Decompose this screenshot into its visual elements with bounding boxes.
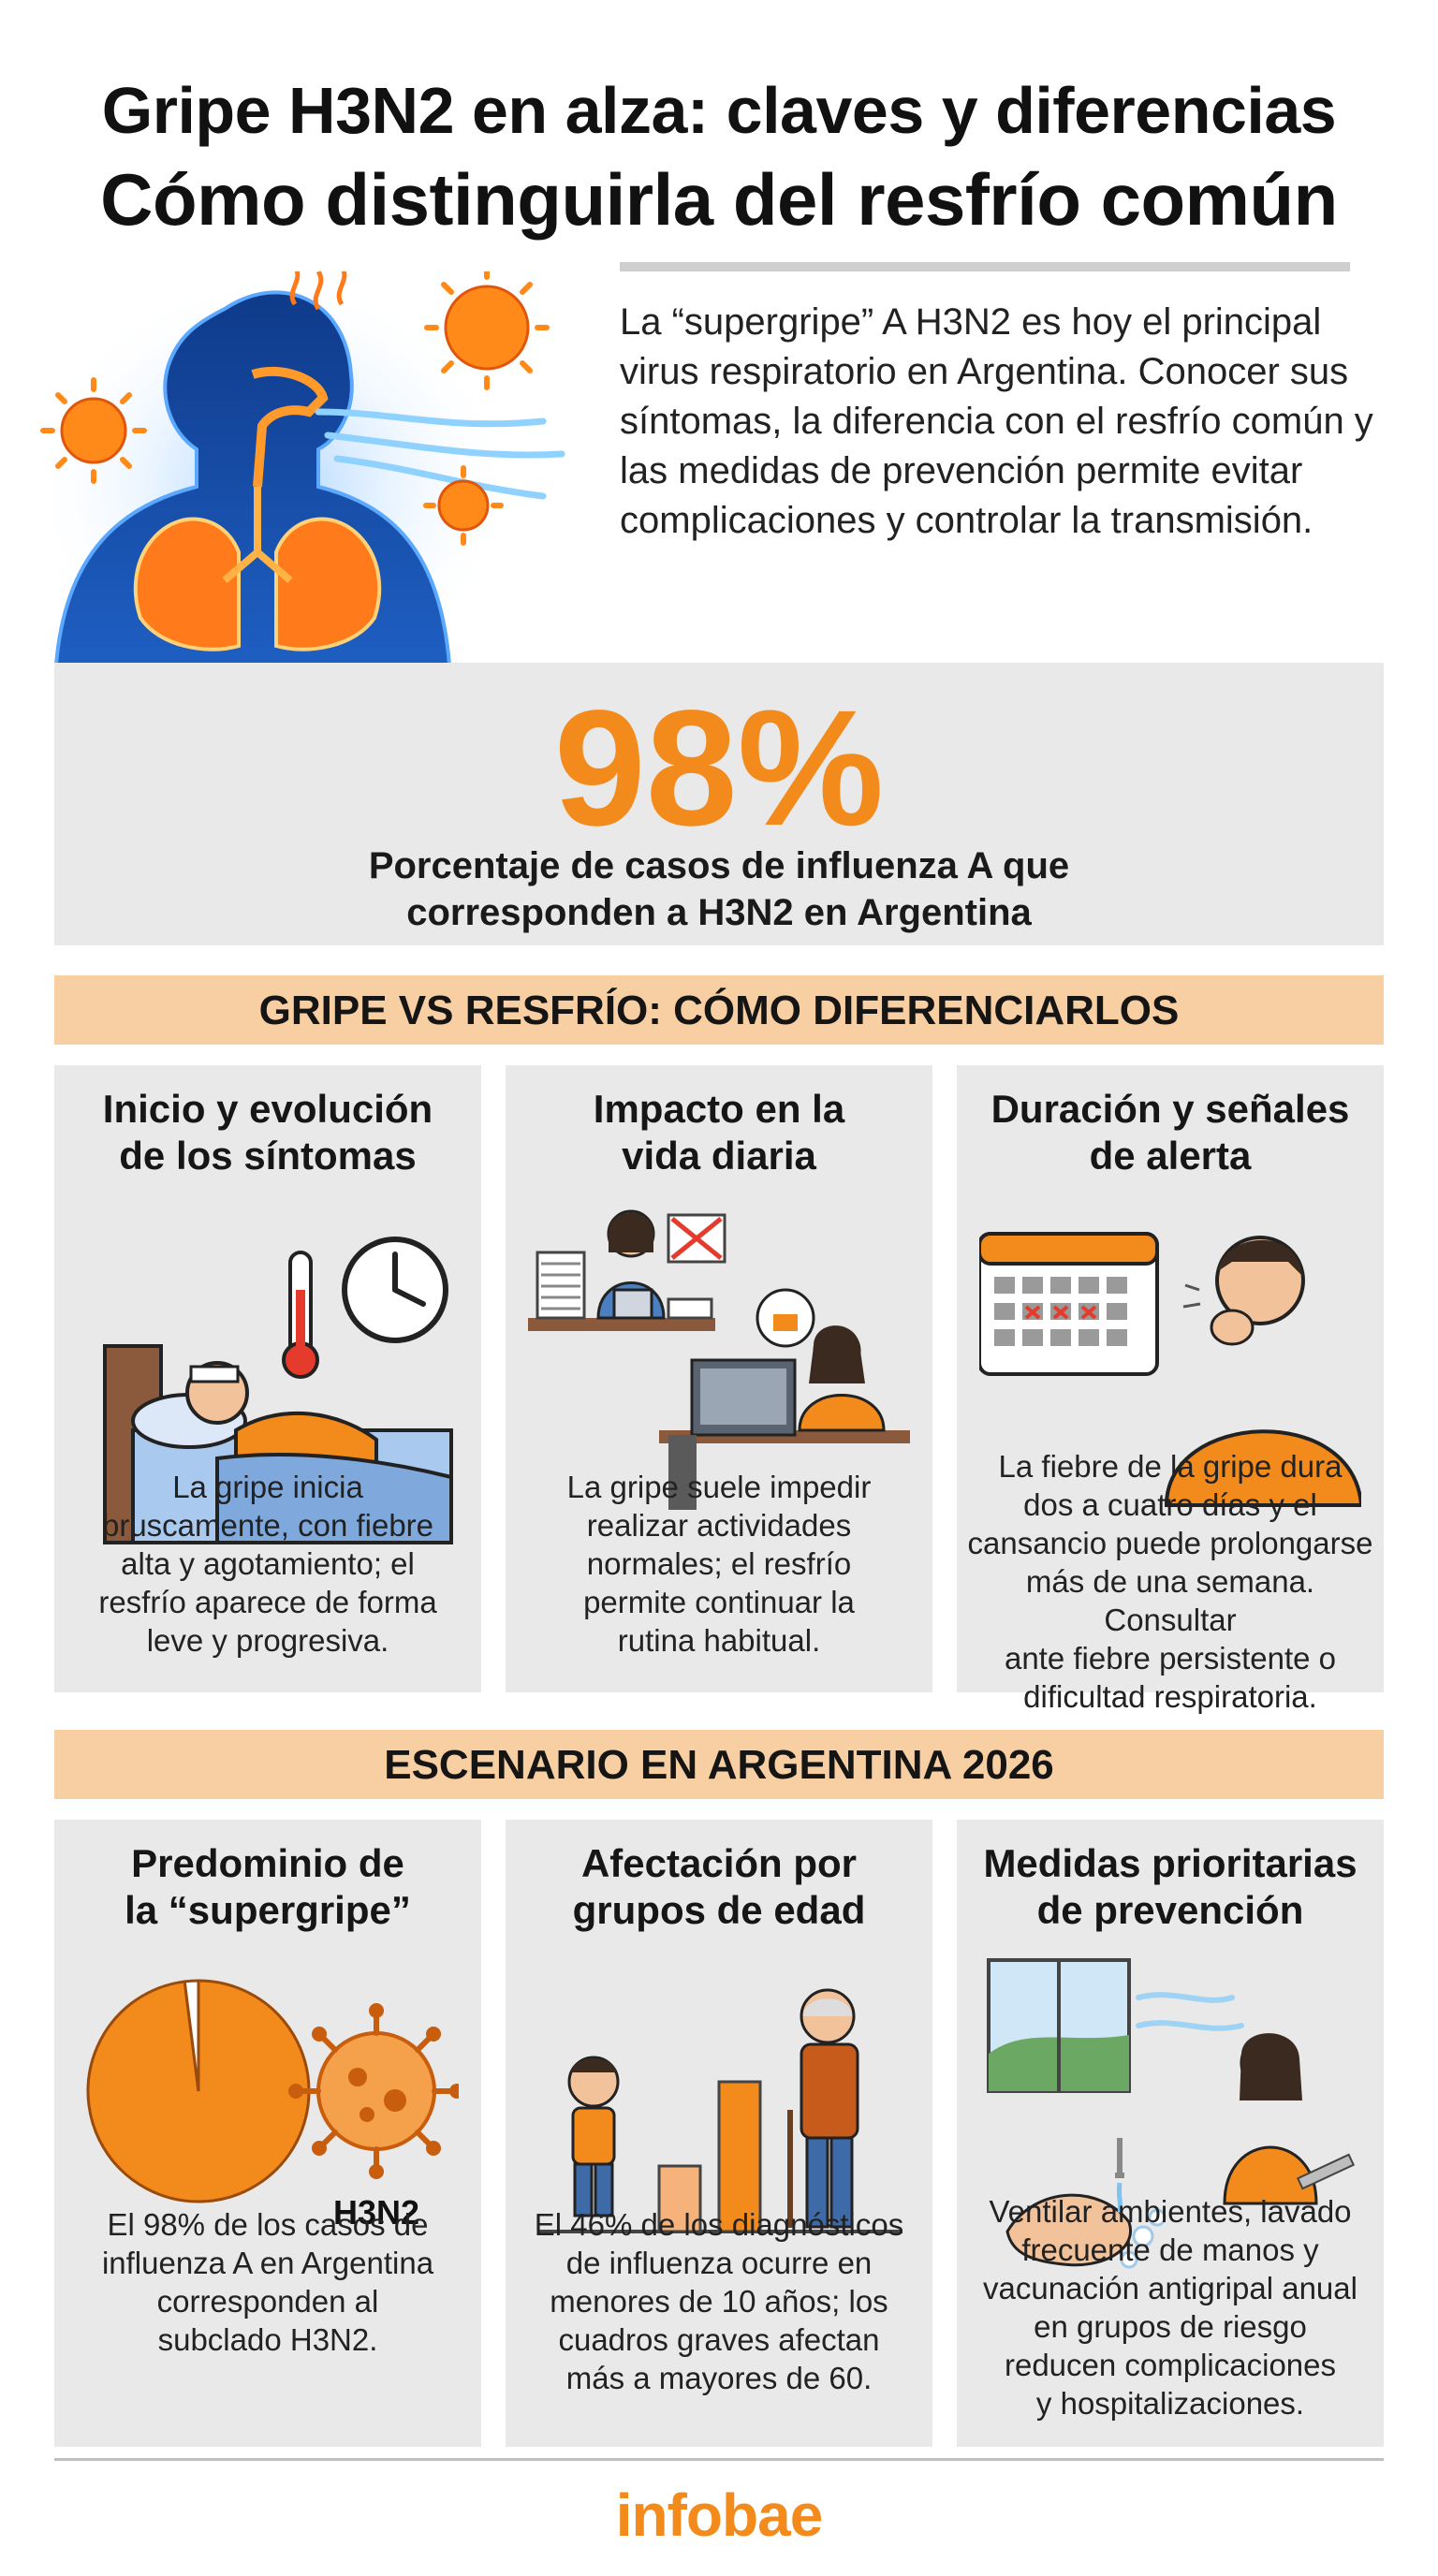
card-title: Duración y señales de alerta: [966, 1086, 1374, 1179]
card-text-line: ante fiebre persistente o: [1004, 1641, 1337, 1676]
card-text-line: y hospitalizaciones.: [1035, 2386, 1305, 2421]
card-text-line: reducen complicaciones: [1004, 2348, 1337, 2382]
sick-in-bed-illustration: [103, 1237, 453, 1544]
card-predominance: Predominio de la “supergripe” H3N2 El 98…: [54, 1820, 481, 2447]
age-bar: [657, 2164, 702, 2233]
card-text-line: normales; el resfrío: [586, 1546, 852, 1581]
age-groups-illustration: [537, 1988, 902, 2233]
prevention-illustration: [987, 1958, 1356, 2269]
page-title-line1: Gripe H3N2 en alza: claves y diferencias: [101, 74, 1337, 147]
card-title-line: Impacto en la: [593, 1087, 845, 1131]
card-text: La gripe inicia bruscamente, con fiebre …: [64, 1468, 472, 1660]
card-text-line: La gripe inicia: [172, 1470, 363, 1504]
card-title: Afectación por grupos de edad: [515, 1840, 923, 1934]
card-text: El 46% de los diagnósticos de influenza …: [515, 2205, 923, 2397]
card-title: Impacto en la vida diaria: [515, 1086, 923, 1179]
age-bar: [717, 2080, 762, 2233]
card-text-line: más de una semana. Consultar: [1025, 1564, 1315, 1637]
section1-title: GRIPE VS RESFRÍO: CÓMO DIFERENCIARLOS: [54, 975, 1384, 1045]
stat-caption-line2: corresponden a H3N2 en Argentina: [406, 892, 1032, 933]
card-title-line: Duración y señales: [990, 1087, 1350, 1131]
office-work-illustration: [528, 1209, 910, 1510]
virus-icon: [288, 2003, 459, 2179]
card-text-line: más a mayores de 60.: [565, 2361, 873, 2395]
card-text-line: cuadros graves afectan: [558, 2322, 880, 2357]
card-text-line: Ventilar ambientes, lavado: [989, 2194, 1352, 2229]
card-title-line: Predominio de: [131, 1841, 404, 1885]
card-text-line: rutina habitual.: [617, 1623, 821, 1658]
virus-label: H3N2: [333, 2193, 419, 2232]
card-daily-life: Impacto en la vida diaria La gripe suele…: [506, 1065, 932, 1692]
elderly-figure: [787, 1988, 859, 2229]
card-text-line: alta y agotamiento; el: [121, 1546, 415, 1581]
card-title-line: Afectación por: [580, 1841, 858, 1885]
card-text-line: vacunación antigripal anual: [983, 2271, 1357, 2305]
card-title-line: de alerta: [1089, 1134, 1252, 1178]
stat-caption-line1: Porcentaje de casos de influenza A que: [368, 845, 1070, 886]
card-text-line: El 46% de los diagnósticos: [534, 2207, 904, 2242]
card-text-line: dos a cuatro días y el: [1023, 1487, 1317, 1522]
card-title: Inicio y evolución de los síntomas: [64, 1086, 472, 1179]
card-text: El 98% de los casos de influenza A en Ar…: [64, 2205, 472, 2359]
stat-box: 98% Porcentaje de casos de influenza A q…: [54, 663, 1384, 945]
card-text-line: realizar actividades: [586, 1508, 852, 1543]
card-title-line: de los síntomas: [119, 1134, 417, 1178]
card-title-line: Inicio y evolución: [102, 1087, 433, 1131]
card-title-line: vida diaria: [622, 1134, 816, 1178]
stat-value: 98%: [553, 677, 885, 860]
card-text-line: de influenza ocurre en: [565, 2246, 873, 2280]
footer-divider: [54, 2458, 1384, 2461]
card-text-line: resfrío aparece de forma: [98, 1585, 437, 1619]
divider: [620, 262, 1350, 271]
page-title-line2: Cómo distinguirla del resfrío común: [100, 158, 1338, 241]
card-text: Ventilar ambientes, lavado frecuente de …: [966, 2192, 1374, 2422]
infobae-logo[interactable]: infobae: [615, 2481, 824, 2549]
card-title-line: la “supergripe”: [125, 1888, 411, 1932]
child-figure: [567, 2056, 620, 2217]
pie-slice: [183, 1979, 200, 2092]
card-text-line: bruscamente, con fiebre: [101, 1508, 434, 1543]
card-age-groups: Afectación por grupos de edad El 46% de …: [506, 1820, 932, 2447]
stat-caption: Porcentaje de casos de influenza A que c…: [54, 842, 1384, 936]
card-text-line: subclado H3N2.: [157, 2322, 378, 2357]
card-duration: Duración y señales de alerta La fiebre d…: [957, 1065, 1384, 1714]
card-text-line: permite continuar la: [583, 1585, 855, 1619]
card-text-line: El 98% de los casos de: [107, 2207, 429, 2242]
card-title: Medidas prioritarias de prevención: [966, 1840, 1374, 1934]
card-title-line: grupos de edad: [572, 1888, 866, 1932]
pie-chart: H3N2: [86, 1979, 459, 2232]
section2-title: ESCENARIO EN ARGENTINA 2026: [54, 1730, 1384, 1799]
card-title-line: Medidas prioritarias: [983, 1841, 1357, 1885]
card-prevention: Medidas prioritarias de prevención Venti…: [957, 1820, 1384, 2447]
card-title-line: de prevención: [1036, 1888, 1304, 1932]
calendar-coughing-illustration: [979, 1232, 1361, 1507]
card-text-line: leve y progresiva.: [146, 1623, 389, 1658]
card-text-line: La gripe suele impedir: [566, 1470, 872, 1504]
card-text-line: en grupos de riesgo: [1034, 2309, 1307, 2344]
card-title: Predominio de la “supergripe”: [64, 1840, 472, 1934]
card-text-line: corresponden al: [156, 2284, 379, 2319]
card-text: La fiebre de la gripe dura dos a cuatro …: [966, 1447, 1374, 1716]
respiratory-illustration: [37, 271, 565, 665]
card-text-line: menores de 10 años; los: [550, 2284, 888, 2319]
card-text: La gripe suele impedir realizar activida…: [515, 1468, 923, 1660]
card-text-line: frecuente de manos y: [1021, 2232, 1319, 2267]
card-text-line: cansancio puede prolongarse: [967, 1526, 1373, 1560]
intro-paragraph: La “supergripe” A H3N2 es hoy el princip…: [620, 301, 1373, 541]
card-text-line: La fiebre de la gripe dura: [998, 1449, 1343, 1484]
card-symptoms: Inicio y evolución de los síntomas La gr…: [54, 1065, 481, 1692]
card-text-line: dificultad respiratoria.: [1023, 1679, 1317, 1714]
card-text-line: influenza A en Argentina: [101, 2246, 434, 2280]
